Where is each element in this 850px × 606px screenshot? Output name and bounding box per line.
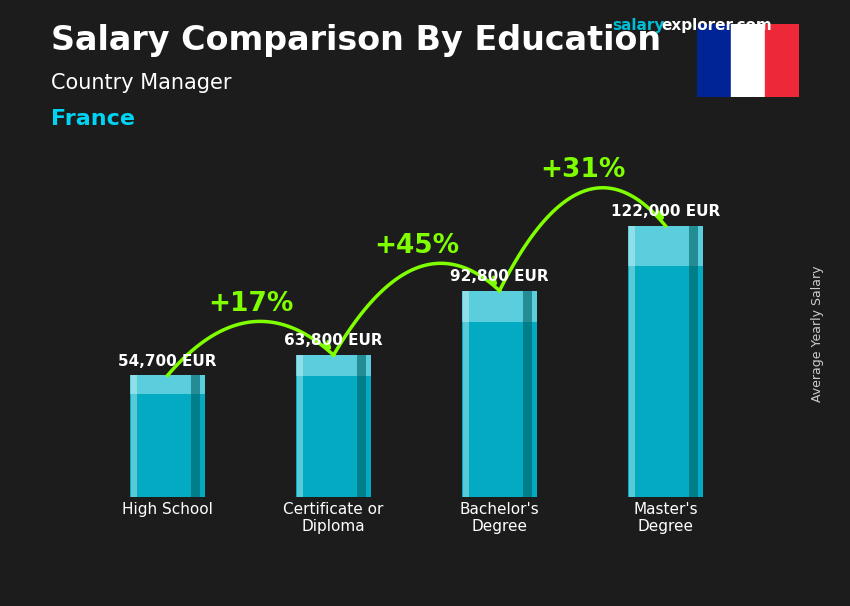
Text: +17%: +17% [208,291,293,317]
Bar [697,24,731,97]
Bar [462,291,537,322]
Bar [296,355,371,376]
Text: 92,800 EUR: 92,800 EUR [450,269,549,284]
Bar [731,24,765,97]
Text: France: France [51,109,135,129]
Bar [629,226,635,497]
Bar [628,226,703,497]
Bar [765,24,799,97]
Bar [463,291,469,497]
Bar [524,291,532,497]
Bar [131,375,137,497]
Bar [357,355,366,497]
Bar [628,226,703,267]
Text: Salary Comparison By Education: Salary Comparison By Education [51,24,661,57]
Text: salary: salary [612,18,665,33]
Text: 63,800 EUR: 63,800 EUR [284,333,382,348]
Bar [296,355,371,497]
Text: 122,000 EUR: 122,000 EUR [611,204,720,219]
Bar [462,291,537,497]
Text: +31%: +31% [540,158,625,184]
Bar [689,226,699,497]
Text: Country Manager: Country Manager [51,73,231,93]
Text: 54,700 EUR: 54,700 EUR [118,354,217,368]
Bar [130,375,205,497]
Text: Average Yearly Salary: Average Yearly Salary [812,265,824,402]
Bar [297,355,303,497]
Bar [130,375,205,394]
Text: +45%: +45% [374,233,459,259]
Text: explorer.com: explorer.com [661,18,772,33]
Bar [191,375,201,497]
